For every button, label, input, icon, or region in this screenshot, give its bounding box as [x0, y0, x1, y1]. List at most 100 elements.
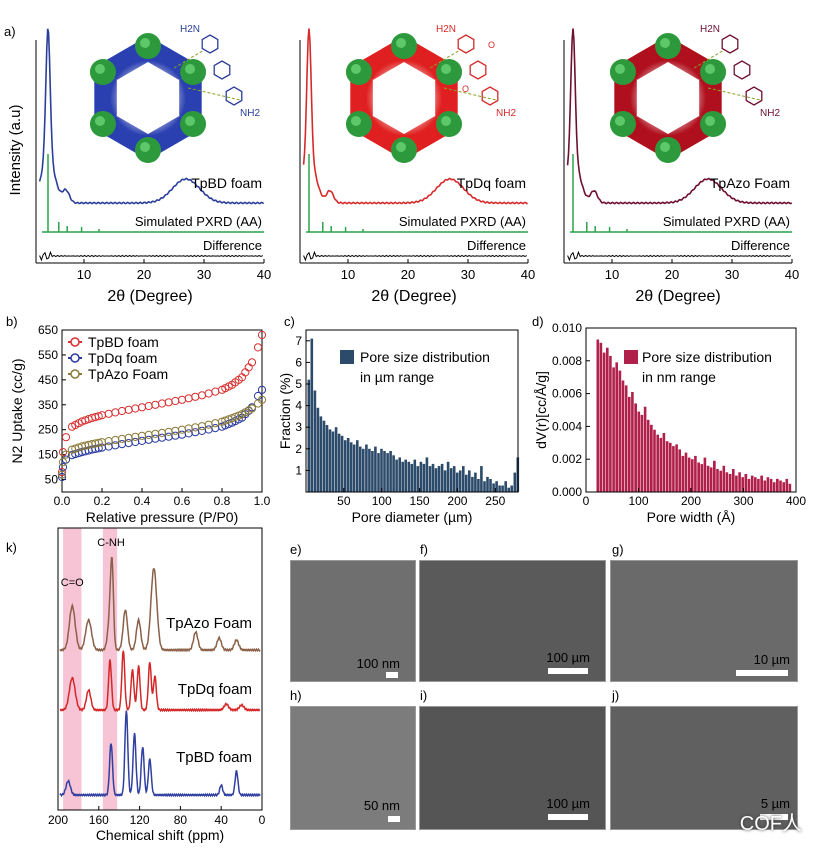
pxrd-difference-curve [39, 250, 264, 262]
um-bar [431, 463, 435, 492]
pxrd-xlabel: 2θ (Degree) [107, 288, 192, 305]
isotherm-point-2 [124, 433, 133, 442]
um-xtick-label: 100 [372, 494, 392, 508]
um-ytick-label: 4 [295, 399, 302, 413]
isotherm-point-2 [197, 422, 207, 431]
um-bar [462, 466, 465, 492]
zoom-guide-line [693, 49, 761, 101]
um-bar [380, 448, 383, 492]
pxrd-difference-label: Difference [467, 238, 526, 253]
um-bar [401, 461, 404, 492]
nm-bar [599, 342, 603, 492]
pore-vertex-highlight [185, 64, 196, 74]
micrograph-e [290, 560, 416, 682]
um-bar [416, 466, 420, 492]
um-bar [316, 407, 320, 492]
scale-bar-f [548, 668, 588, 674]
nm-bar [684, 452, 688, 492]
pxrd-xtick-label: 20 [665, 267, 679, 282]
panel-b-isotherm: 0.0 0.2 0.4 0.6 0.8 1.0 50 150 250 350 450 550 650 Re… [9, 323, 271, 525]
pore-vertex-highlight [441, 64, 452, 74]
scale-label-h: 50 nm [363, 798, 400, 813]
nmr-spectrum-1 [59, 650, 261, 713]
um-bar [458, 470, 462, 492]
isotherm-point-0 [137, 403, 147, 412]
micrograph-g [610, 560, 798, 682]
isotherm-ytick-label: 50 [45, 473, 59, 487]
pxrd-xtick-label: 40 [785, 267, 799, 282]
nm-bar [643, 406, 647, 492]
panel-a-pxrd: Intensity (a.u) 10 20 30 40 2θ (Degree) TpBD f… [7, 24, 799, 305]
um-bar [374, 446, 377, 492]
nm-bar [596, 339, 600, 492]
panel-label-k: k) [6, 540, 17, 555]
nm-bar [618, 370, 622, 492]
isotherm-point-0 [244, 363, 253, 372]
zoom-guide-line [173, 49, 241, 101]
pxrd-xtick-label: 30 [197, 267, 211, 282]
scale-label-i: 100 µm [546, 796, 590, 811]
nm-bar [697, 462, 700, 492]
um-bar [352, 444, 356, 492]
isotherm-point-0 [61, 433, 71, 442]
um-bar [322, 420, 326, 492]
um-legend-label-1: Pore size distribution [360, 349, 490, 365]
nm-bar [716, 469, 719, 492]
pxrd-sample-label: TpDq foam [457, 175, 526, 191]
isotherm-xtick-label: 0.8 [214, 494, 231, 508]
nmr-xtick-label: 160 [89, 813, 109, 827]
um-ytick-label: 3 [295, 420, 302, 434]
panel-a-ylabel: Intensity (a.u) [7, 105, 24, 196]
pxrd-simulated-label: Simulated PXRD (AA) [663, 214, 790, 229]
isotherm-point-0 [204, 389, 213, 398]
nm-bar [757, 478, 760, 492]
um-bar [328, 429, 332, 492]
scale-bar-h [388, 816, 400, 822]
isotherm-point-2 [151, 429, 160, 438]
pxrd-difference-label: Difference [203, 238, 262, 253]
isotherm-ytick-label: 350 [38, 398, 58, 412]
um-bar [395, 459, 398, 492]
um-bar [337, 433, 341, 492]
benzene-ring [225, 86, 243, 106]
nm-bar [640, 414, 644, 492]
um-bar [440, 463, 444, 492]
nm-bar [675, 444, 678, 492]
legend-marker [70, 353, 80, 363]
pxrd-xlabel: 2θ (Degree) [635, 288, 720, 305]
nm-bar [602, 352, 606, 492]
scale-bar-e [386, 672, 398, 678]
micrograph-f [419, 560, 606, 682]
isotherm-point-1 [164, 432, 173, 441]
nm-bar [747, 478, 751, 492]
nm-bar [653, 429, 656, 492]
um-bar [498, 485, 501, 492]
um-bar [310, 338, 314, 492]
pore-vertex-highlight [705, 64, 716, 74]
isotherm-ytick-label: 150 [38, 448, 58, 462]
panel-label-f: f) [420, 542, 428, 557]
nm-bar [772, 482, 776, 492]
pore-vertex-highlight [705, 116, 716, 126]
nm-bar [766, 477, 770, 492]
pore-vertex-highlight [660, 38, 670, 48]
isotherm-point-0 [171, 396, 180, 406]
scale-bar-j [760, 814, 788, 820]
pxrd-difference-label: Difference [731, 238, 790, 253]
isotherm-xtick-label: 1.0 [254, 494, 271, 508]
nm-bar [744, 474, 748, 492]
benzene-ring [201, 34, 219, 54]
carbonyl-label: O [488, 40, 495, 50]
nm-bar [732, 469, 735, 492]
nm-bar [681, 455, 685, 492]
isotherm-ytick-label: 450 [38, 373, 58, 387]
nm-bar [631, 392, 634, 492]
isotherm-point-2 [57, 470, 67, 479]
nm-bar [706, 465, 710, 492]
isotherm-point-2 [204, 420, 213, 429]
nm-ytick-label: 0.002 [552, 452, 582, 466]
pxrd-xtick-label: 10 [77, 267, 91, 282]
isotherm-point-1 [257, 385, 267, 394]
amine-label: NH2 [496, 108, 516, 119]
amine-label: H2N [436, 24, 456, 35]
